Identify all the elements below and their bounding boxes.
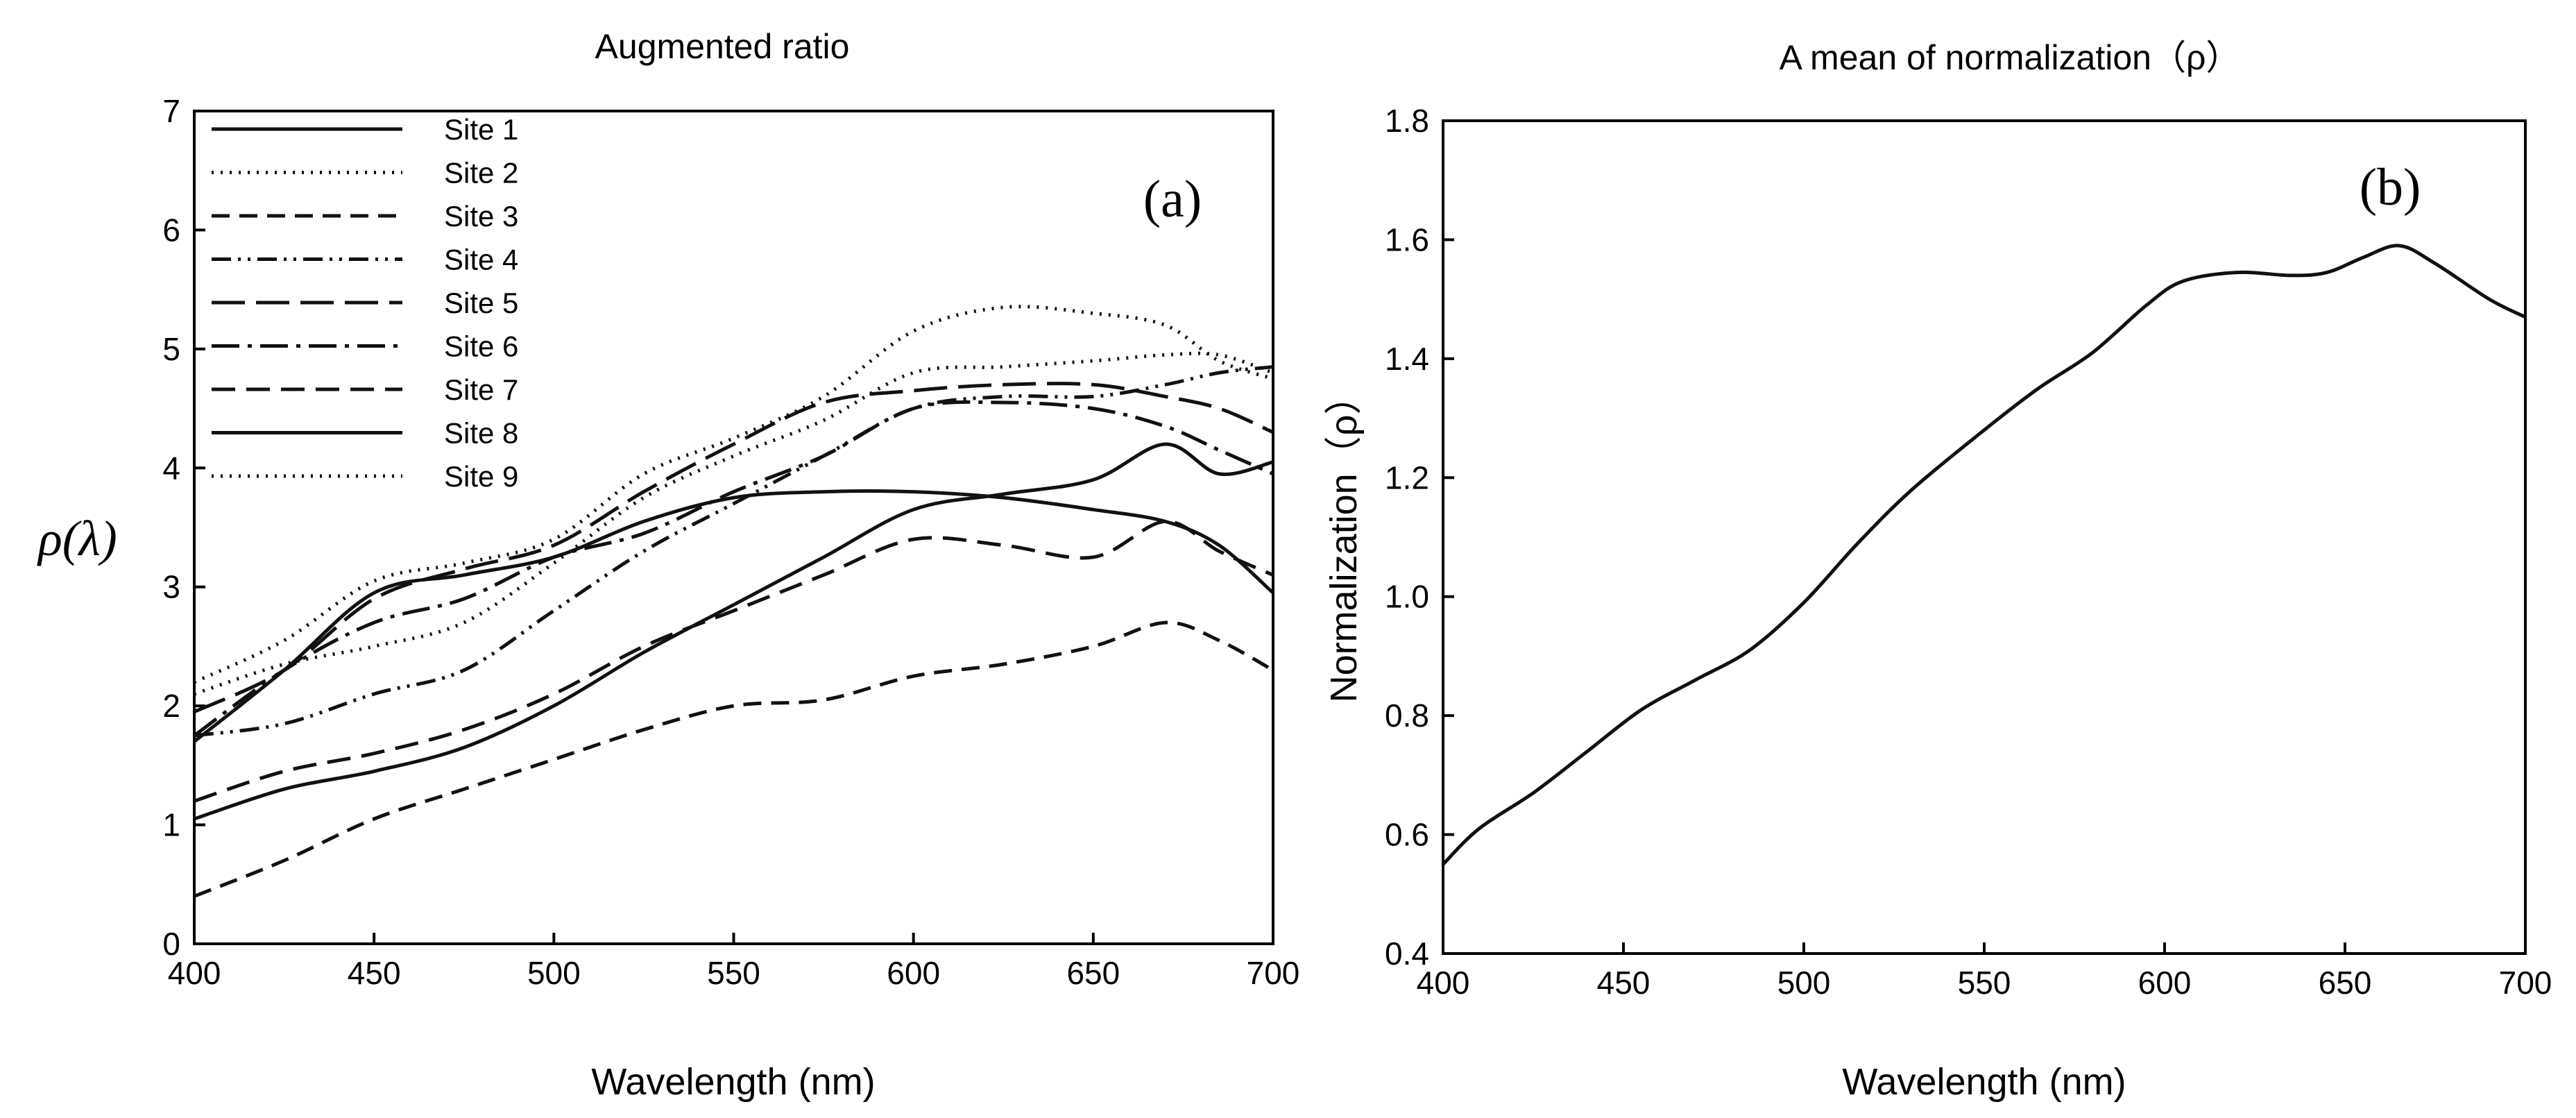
series-line-site-4: [194, 365, 1274, 738]
x-tick-label: 500: [527, 955, 581, 991]
panel-a-plot-frame: [193, 110, 1274, 945]
legend-entry-label: Site 4: [444, 244, 518, 276]
y-tick-label: 1.2: [1385, 459, 1429, 496]
panel-b-series: [1442, 244, 2527, 866]
x-tick-label: 400: [1417, 965, 1470, 1001]
panel-a-series: [193, 305, 1274, 898]
x-tick-label: 600: [887, 955, 940, 991]
panel-b-title: A mean of normalization（ρ）: [1780, 38, 2241, 77]
y-tick-label: 0.8: [1385, 697, 1429, 734]
series-line-site-8: [193, 489, 1274, 743]
x-tick-label: 550: [1958, 965, 2011, 1001]
panel-b-plot-frame: [1442, 119, 2527, 955]
x-tick-label: 650: [1066, 955, 1120, 991]
panel-a-y-ticks: 0 1 2 3 4 5 6 7: [162, 93, 205, 962]
x-tick-label: 500: [1777, 965, 1831, 1001]
series-line-site-9: [193, 305, 1274, 684]
x-tick-label: 700: [1247, 955, 1300, 991]
y-tick-label: 1.8: [1385, 103, 1429, 139]
y-tick-label: 3: [162, 569, 180, 605]
panel-b-label: (b): [2360, 158, 2421, 217]
panel-a-y-axis-label: ρ(λ): [37, 511, 117, 566]
panel-a-title: Augmented ratio: [595, 27, 850, 66]
series-line-site-1: [194, 442, 1274, 821]
panel-a-label: (a): [1143, 170, 1202, 228]
legend-entry-label: Site 1: [444, 113, 518, 146]
panel-b-x-axis-label: Wavelength (nm): [1842, 1061, 2126, 1103]
x-tick-label: 400: [168, 955, 221, 991]
panel-b-y-axis-label: Normalization（ρ）: [1323, 378, 1365, 703]
y-tick-label: 5: [162, 331, 180, 367]
x-tick-label: 450: [348, 955, 401, 991]
x-tick-label: 700: [2499, 965, 2552, 1001]
legend-entry-label: Site 2: [444, 157, 518, 189]
panel-a-x-axis-label: Wavelength (nm): [591, 1061, 875, 1103]
y-tick-label: 0: [162, 926, 180, 962]
legend-entry-label: Site 9: [444, 460, 518, 493]
x-tick-label: 450: [1597, 965, 1650, 1001]
y-tick-label: 1.6: [1385, 221, 1429, 257]
panel-b-x-ticks: 400 450 500 550 600 650 700: [1417, 942, 2552, 1001]
legend-entry-label: Site 3: [444, 200, 518, 232]
series-line-site-6: [193, 400, 1274, 738]
legend-entry-label: Site 7: [444, 373, 518, 406]
series-line-site-3: [194, 620, 1274, 898]
y-tick-label: 0.4: [1385, 935, 1429, 972]
x-tick-label: 550: [707, 955, 760, 991]
y-tick-label: 7: [162, 93, 180, 129]
panel-b-y-ticks: 0.4 0.6 0.8 1.0 1.2 1.4 1.6 1.8: [1385, 103, 1454, 972]
series-line-site-7: [194, 519, 1274, 803]
y-tick-label: 6: [162, 212, 180, 248]
y-tick-label: 4: [162, 450, 180, 486]
panel-a-legend: Site 1 Site 2 Site 3 Site 4 Site 5 Site 6 Site…: [212, 113, 518, 493]
y-tick-label: 1.0: [1385, 579, 1429, 615]
legend-entry-label: Site 8: [444, 417, 518, 450]
series-line-mean: [1442, 244, 2527, 866]
x-tick-label: 600: [2138, 965, 2192, 1001]
y-tick-label: 1.4: [1385, 341, 1429, 377]
panel-a-x-ticks: 400 450 500 550 600 650 700: [168, 933, 1300, 991]
panel-b: A mean of normalization（ρ） 0.4 0.6 0.8 1.0 1…: [1323, 38, 2552, 1103]
panel-a: Augmented ratio 0 1 2 3 4 5 6 7 400 450 500 550 600…: [37, 27, 1299, 1103]
y-tick-label: 2: [162, 688, 180, 724]
legend-entry-label: Site 5: [444, 287, 518, 319]
legend-entry-label: Site 6: [444, 330, 518, 363]
series-line-site-2: [194, 351, 1274, 696]
x-tick-label: 650: [2319, 965, 2372, 1001]
y-tick-label: 0.6: [1385, 817, 1429, 853]
y-tick-label: 1: [162, 807, 180, 843]
